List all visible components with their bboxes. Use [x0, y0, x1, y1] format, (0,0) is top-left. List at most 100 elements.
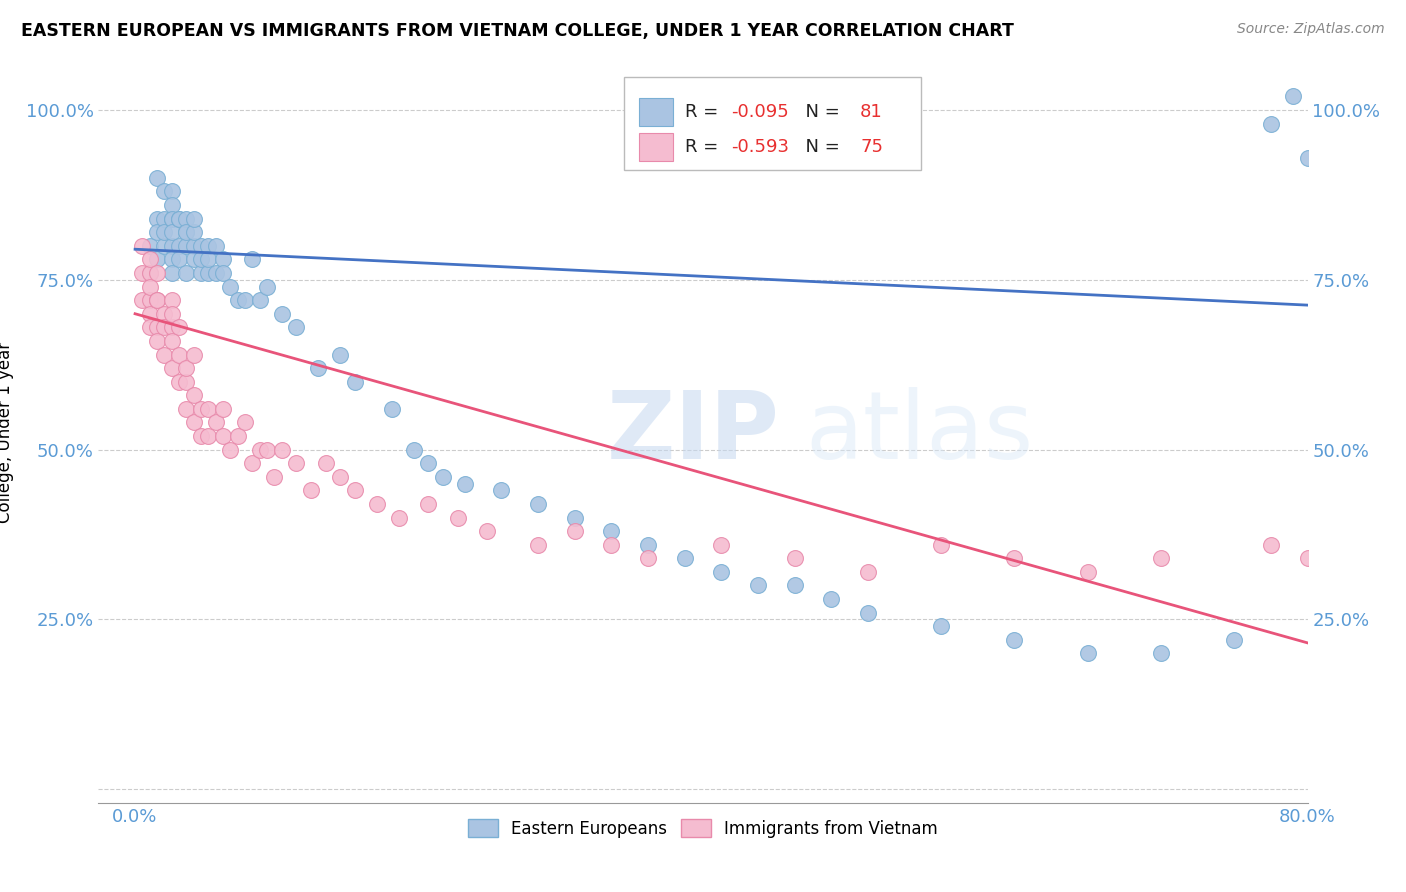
Point [190, 239, 212, 253]
Point [146, 293, 169, 308]
Point [1369, 252, 1392, 267]
Point [190, 266, 212, 280]
Point [240, 252, 263, 267]
Point [1296, 551, 1319, 566]
Point [1369, 565, 1392, 579]
Point [153, 211, 176, 226]
Point [212, 429, 235, 443]
Point [176, 225, 198, 239]
Point [1004, 632, 1026, 647]
Point [226, 293, 249, 308]
Point [176, 401, 198, 416]
Point [212, 266, 235, 280]
Point [146, 293, 169, 308]
Point [167, 347, 190, 361]
Point [138, 307, 160, 321]
Point [1077, 646, 1099, 660]
Text: -0.593: -0.593 [731, 137, 789, 156]
Text: N =: N = [794, 103, 845, 121]
Point [454, 476, 477, 491]
Point [204, 266, 226, 280]
Point [167, 375, 190, 389]
Point [380, 401, 402, 416]
Point [1004, 551, 1026, 566]
Point [249, 442, 271, 457]
Point [256, 279, 278, 293]
Point [929, 538, 952, 552]
Point [197, 401, 219, 416]
Point [527, 538, 550, 552]
Point [315, 456, 337, 470]
Point [146, 252, 169, 267]
FancyBboxPatch shape [624, 78, 921, 169]
Point [527, 497, 550, 511]
Point [153, 225, 176, 239]
Point [285, 456, 308, 470]
Point [256, 442, 278, 457]
Point [183, 388, 205, 402]
Point [190, 429, 212, 443]
Point [299, 483, 322, 498]
Point [183, 347, 205, 361]
Point [160, 225, 183, 239]
Point [160, 211, 183, 226]
Point [446, 510, 468, 524]
Point [167, 239, 190, 253]
Text: 75: 75 [860, 137, 883, 156]
Point [183, 252, 205, 267]
Point [329, 347, 352, 361]
Point [146, 211, 169, 226]
Point [160, 211, 183, 226]
Point [388, 510, 411, 524]
Point [637, 538, 659, 552]
Point [233, 293, 256, 308]
Point [1392, 551, 1406, 566]
Text: -0.095: -0.095 [731, 103, 789, 121]
Point [600, 538, 623, 552]
Point [176, 361, 198, 376]
Point [783, 551, 806, 566]
Point [475, 524, 498, 538]
Point [183, 211, 205, 226]
Point [138, 239, 160, 253]
Point [138, 293, 160, 308]
Point [637, 551, 659, 566]
Point [366, 497, 388, 511]
Point [1296, 151, 1319, 165]
Point [167, 211, 190, 226]
FancyBboxPatch shape [638, 133, 673, 161]
Text: 81: 81 [860, 103, 883, 121]
Point [564, 524, 586, 538]
Point [160, 361, 183, 376]
Point [146, 225, 169, 239]
Point [138, 320, 160, 334]
Point [153, 185, 176, 199]
Point [1355, 239, 1378, 253]
Point [153, 347, 176, 361]
Point [1310, 205, 1333, 219]
Point [183, 416, 205, 430]
Point [343, 375, 366, 389]
Point [160, 334, 183, 348]
Point [167, 252, 190, 267]
Point [307, 361, 329, 376]
Point [240, 456, 263, 470]
Point [160, 239, 183, 253]
Point [1260, 117, 1282, 131]
Point [160, 293, 183, 308]
Point [167, 320, 190, 334]
Point [153, 320, 176, 334]
Text: N =: N = [794, 137, 845, 156]
Point [146, 266, 169, 280]
Point [183, 225, 205, 239]
Point [131, 266, 153, 280]
Point [167, 211, 190, 226]
Point [219, 442, 242, 457]
Legend: Eastern Europeans, Immigrants from Vietnam: Eastern Europeans, Immigrants from Vietn… [463, 814, 943, 843]
Point [176, 225, 198, 239]
Text: atlas: atlas [806, 386, 1033, 479]
Point [146, 334, 169, 348]
Point [190, 252, 212, 267]
Point [263, 469, 285, 483]
Point [1150, 646, 1173, 660]
